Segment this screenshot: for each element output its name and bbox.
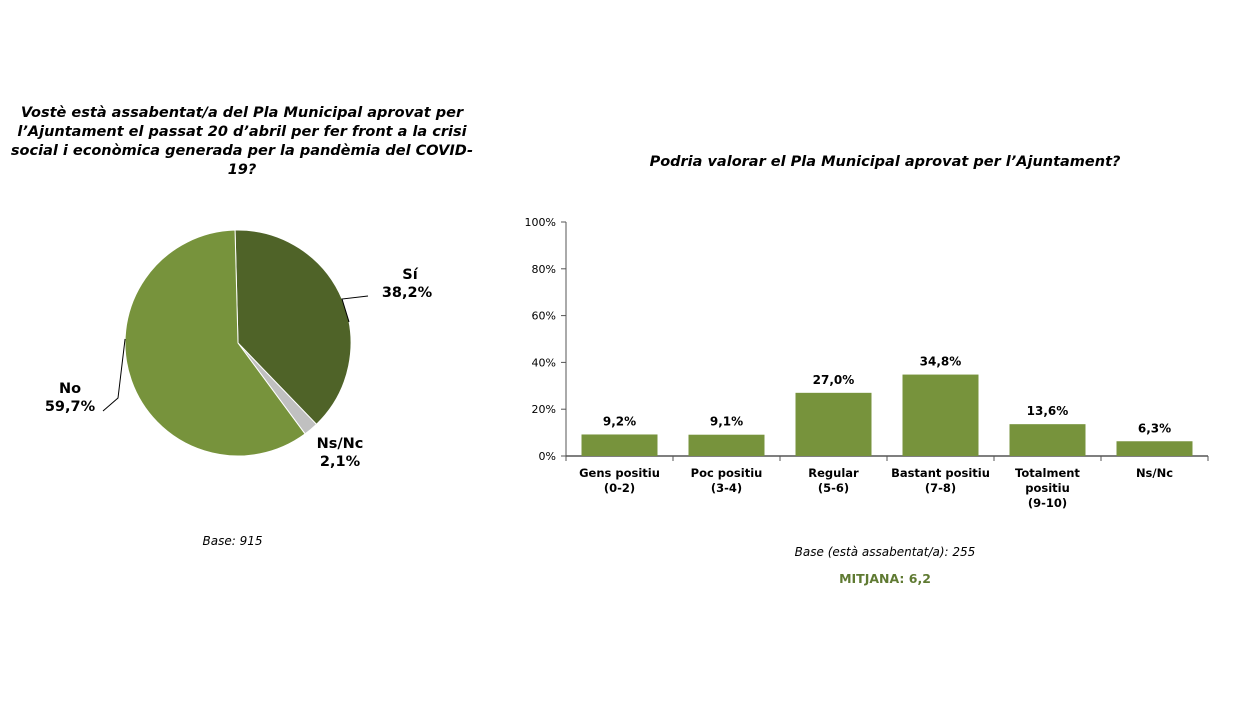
bar-value-label: 13,6%: [1027, 404, 1069, 418]
bar-category-label: Poc positiu: [691, 466, 763, 480]
bar-category-label: Totalment: [1015, 466, 1080, 480]
pie-base-note: Base: 915: [202, 534, 263, 548]
bar-category-label: (9-10): [1028, 496, 1067, 510]
bar-y-tick-label: 0%: [539, 450, 556, 463]
bar-category-label: Regular: [808, 466, 859, 480]
pie-value-label-no: 59,7%: [45, 399, 96, 415]
pie-chart-title: Vostè està assabentat/a del Pla Municipa…: [10, 105, 474, 178]
pie-leader-line-no: [102, 338, 126, 412]
bar-rect: [902, 374, 979, 456]
pie-label-s: Sí: [402, 267, 418, 283]
bar-y-tick-label: 60%: [532, 310, 556, 323]
bar-chart-title: Podria valorar el Pla Municipal aprovat …: [649, 154, 1121, 170]
bar-value-label: 6,3%: [1138, 421, 1171, 435]
bar-value-label: 9,2%: [603, 414, 636, 428]
bar-category-label: Bastant positiu: [891, 466, 990, 480]
bar-rect: [581, 434, 658, 456]
bar-rect: [688, 434, 765, 456]
bar-category-label: (3-4): [711, 481, 742, 495]
bar-rect: [1009, 424, 1086, 456]
pie-value-label-s: 38,2%: [382, 285, 433, 301]
bar-value-label: 9,1%: [710, 415, 743, 429]
bar-category-label: (7-8): [925, 481, 956, 495]
bar-rect: [1116, 441, 1193, 456]
bar-category-label: Ns/Nc: [1136, 466, 1173, 480]
bar-y-tick-label: 80%: [532, 263, 556, 276]
bar-category-label: positiu: [1025, 481, 1070, 495]
bar-y-tick-label: 40%: [532, 356, 556, 369]
bar-mean-label: MITJANA: 6,2: [839, 571, 931, 586]
bar-category-label: (5-6): [818, 481, 849, 495]
bar-value-label: 27,0%: [813, 373, 855, 387]
bar-category-label: Gens positiu: [579, 466, 660, 480]
bar-base-note: Base (està assabentat/a): 255: [794, 545, 976, 559]
pie-label-ns-nc: Ns/Nc: [317, 436, 364, 452]
pie-slice-no: [124, 229, 306, 457]
pie-value-label-ns-nc: 2,1%: [320, 454, 361, 470]
bar-y-tick-label: 100%: [525, 216, 556, 229]
bar-rect: [795, 392, 872, 456]
pie-label-no: No: [59, 381, 81, 397]
pie-leader-line-s: [341, 295, 369, 323]
bar-y-tick-label: 20%: [532, 403, 556, 416]
bar-value-label: 34,8%: [920, 355, 962, 369]
bar-category-label: (0-2): [604, 481, 635, 495]
